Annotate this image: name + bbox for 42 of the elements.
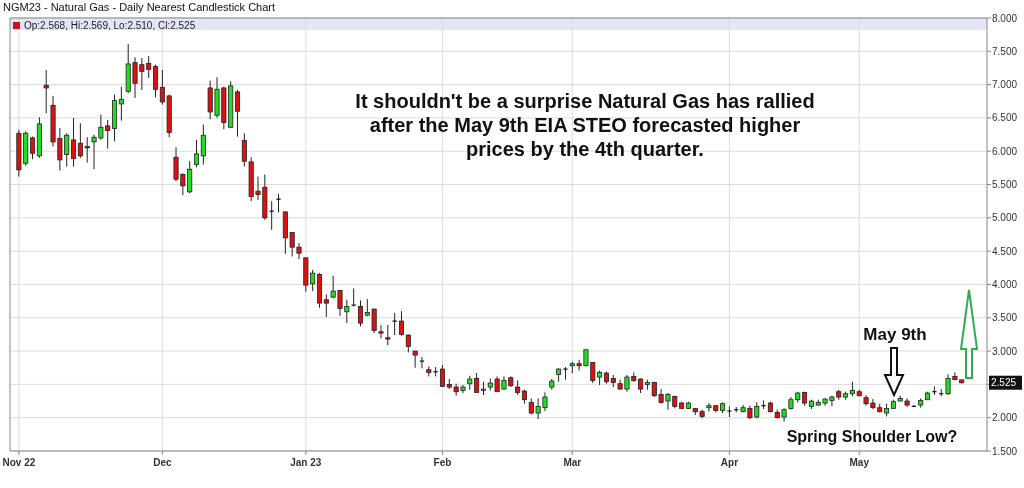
y-tick-label: 5.500	[992, 179, 1018, 191]
y-tick-label: 5.000	[992, 212, 1018, 224]
candlestick	[118, 86, 124, 122]
candlestick	[323, 293, 329, 318]
text: 2.525	[991, 377, 1017, 389]
y-tick-label: 8.000	[992, 12, 1018, 24]
x-tick-label: Dec	[153, 457, 172, 468]
annotation: May 9th	[863, 325, 927, 344]
y-tick-label: 6.000	[992, 145, 1018, 157]
annotation: Spring Shoulder Low?	[786, 428, 958, 445]
candlestick	[275, 193, 282, 214]
y-tick-label: 4.000	[992, 278, 1018, 290]
x-tick-label: May	[849, 457, 870, 468]
x-tick-label: Apr	[720, 457, 739, 468]
y-tick-label: 3.500	[992, 312, 1018, 324]
candlestick	[200, 124, 206, 166]
y-tick-label: 7.500	[992, 45, 1018, 57]
candlestick	[398, 310, 404, 337]
candlestick	[43, 69, 49, 114]
candlestick	[378, 324, 384, 339]
candlestick	[357, 299, 364, 327]
candlestick	[391, 312, 398, 336]
candlestick	[419, 356, 425, 369]
y-tick-label: 1.500	[992, 445, 1018, 457]
y-tick-label: 7.000	[992, 79, 1018, 91]
chart-subtitle: Op:2.568, Hi:2.569, Lo:2.510, Cl:2.525	[24, 20, 196, 31]
candlestick	[194, 139, 200, 168]
y-tick-label: 3.000	[992, 345, 1018, 357]
x-tick-label: Feb	[433, 457, 452, 468]
x-tick-label: Mar	[563, 457, 582, 468]
x-tick-label: Nov 22	[2, 457, 36, 468]
y-tick-label: 6.500	[992, 112, 1018, 124]
chart-title: NGM23 - Natural Gas - Daily Nearest Candlestick Chart	[3, 1, 276, 13]
y-tick-label: 2.000	[992, 412, 1018, 424]
candlestick	[385, 324, 391, 346]
y-tick-label: 4.500	[992, 245, 1018, 257]
annotation: It shouldn't be a surprise Natural Gas has rallied after the May 9th EIA STEO forecasted higher prices by the 4th quarter.	[355, 90, 815, 160]
x-tick-label: Jan 23	[290, 457, 322, 468]
candlestick	[153, 64, 159, 98]
candlestick	[71, 117, 77, 168]
candlestick	[412, 350, 418, 369]
candlestick	[234, 89, 241, 138]
